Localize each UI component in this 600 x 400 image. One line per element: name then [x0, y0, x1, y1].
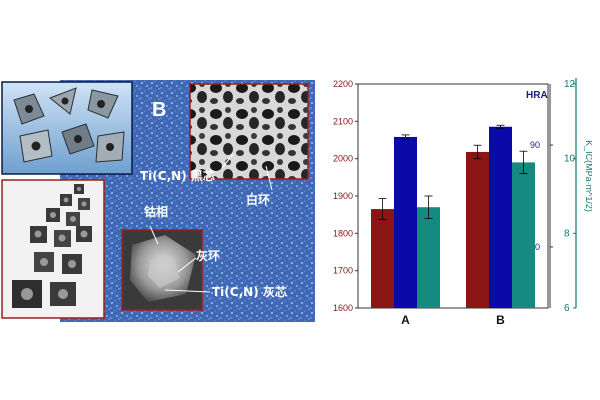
bar: [371, 209, 394, 308]
left-axis-tick-label: 2200: [333, 79, 353, 89]
right-axis-1-tick-label: 90: [530, 140, 540, 150]
right-axis-1-tick-label: 80: [530, 242, 540, 252]
right-axis-2-title: K_IC(MPa·m^1/2): [584, 140, 592, 212]
bar: [489, 126, 512, 308]
right-axis-1-title: HRA: [526, 90, 548, 101]
property-bar-chart: 1600170018001900200021002200TRS(MPa)8090…: [333, 78, 592, 327]
x-category-label: A: [401, 313, 410, 327]
left-axis-tick-label: 1800: [333, 228, 353, 238]
x-category-label: B: [496, 313, 505, 327]
label-gray-rim: 灰环: [196, 248, 220, 263]
left-axis-tick-label: 1900: [333, 191, 353, 201]
label-gray-core: Ti(C,N) 灰芯: [212, 284, 287, 299]
bar: [512, 162, 535, 308]
left-axis-tick-label: 2000: [333, 154, 353, 164]
sem-inset-top: [189, 83, 309, 191]
right-axis-2-tick-label: 12: [564, 79, 576, 90]
right-axis-2-tick-label: 6: [564, 303, 570, 314]
sem-inset-bottom: [121, 225, 211, 311]
label-cobalt-phase: 钴相: [144, 204, 168, 219]
plot-area: 1600170018001900200021002200TRS(MPa)8090…: [333, 78, 592, 327]
bar: [394, 136, 417, 308]
label-black-core: Ti(C,N) 黑芯: [140, 168, 215, 183]
left-axis-tick-label: 1600: [333, 303, 353, 313]
left-axis-tick-label: 2100: [333, 116, 353, 126]
bar: [466, 151, 489, 308]
label-white-rim: 白环: [246, 192, 270, 207]
micrograph-collage: B Ti(C,N) 黑芯 白环 钴相 灰环 Ti(C,N) 灰芯: [1, 80, 315, 322]
insert-photo-top: [1, 81, 133, 175]
right-axis-2-tick-label: 10: [564, 154, 576, 165]
bar: [417, 207, 440, 308]
panel-letter: B: [152, 99, 166, 121]
right-axis-2-tick-label: 8: [564, 228, 570, 239]
left-axis-tick-label: 1700: [333, 266, 353, 276]
insert-photo-bottom: [1, 179, 105, 319]
